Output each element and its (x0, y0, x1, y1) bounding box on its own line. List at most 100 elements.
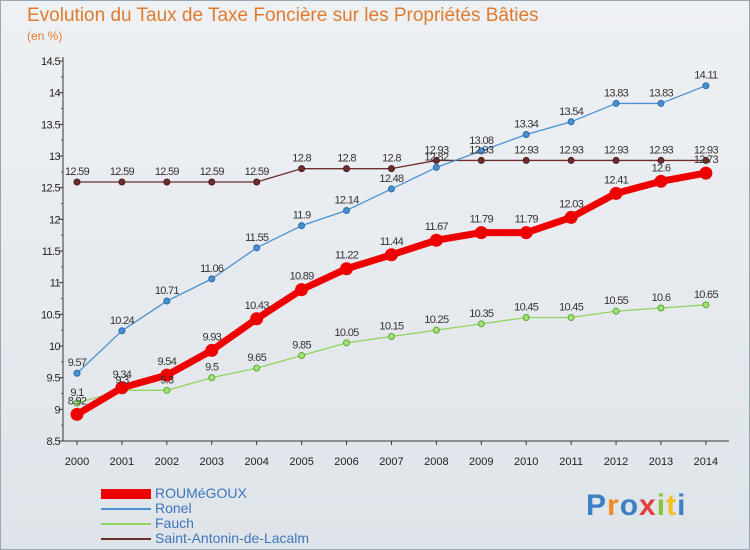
data-label-roum-goux: 11.44 (380, 236, 404, 248)
legend-label-saint-antonin: Saint-Antonin-de-Lacalm (155, 530, 310, 546)
y-tick-label: 9 (54, 404, 60, 416)
data-label-roum-goux: 9.93 (202, 331, 221, 343)
data-point-roum-goux (340, 262, 354, 276)
data-label-ronel: 13.83 (649, 87, 674, 99)
data-point-roum-goux (474, 226, 488, 240)
data-point-ronel (163, 297, 171, 305)
data-point-roum-goux (699, 166, 713, 180)
data-label-saint-antonin-de-lacalm: 12.8 (337, 153, 356, 165)
data-label-saint-antonin-de-lacalm: 12.93 (559, 144, 584, 156)
data-label-fauch: 9.85 (292, 340, 311, 352)
data-point-fauch (612, 307, 620, 315)
data-label-ronel: 9.57 (68, 357, 87, 369)
legend-label-ronel: Ronel (155, 500, 192, 516)
data-point-roum-goux (654, 174, 668, 188)
logo-letter: r (607, 489, 620, 522)
data-label-saint-antonin-de-lacalm: 12.93 (694, 144, 719, 156)
data-point-fauch (163, 386, 171, 394)
data-point-fauch (387, 333, 395, 340)
legend-swatch-saint-antonin (101, 537, 151, 540)
data-label-fauch: 10.6 (652, 292, 671, 304)
data-point-fauch (253, 364, 261, 372)
data-point-saint-antonin-de-lacalm (343, 165, 351, 173)
data-label-fauch: 9.1 (70, 387, 84, 399)
data-label-roum-goux: 10.89 (290, 271, 315, 283)
data-label-fauch: 10.55 (604, 295, 629, 307)
data-label-ronel: 13.54 (559, 106, 584, 118)
data-point-saint-antonin-de-lacalm (208, 178, 216, 186)
x-tick-label: 2005 (289, 456, 313, 468)
data-point-saint-antonin-de-lacalm (432, 156, 440, 164)
y-tick-label: 11.5 (42, 246, 61, 258)
data-label-ronel: 14.11 (694, 70, 718, 82)
data-point-roum-goux (384, 248, 398, 262)
logo-letter: P (586, 489, 608, 522)
y-tick-label: 13.5 (41, 119, 60, 131)
y-tick-label: 13 (49, 151, 61, 163)
data-point-ronel (657, 99, 665, 107)
data-point-saint-antonin-de-lacalm (163, 178, 171, 186)
legend-item-ronel: Ronel (101, 500, 401, 516)
x-tick-label: 2013 (649, 456, 673, 468)
data-point-saint-antonin-de-lacalm (702, 156, 710, 164)
data-point-ronel (567, 118, 575, 126)
x-tick-label: 2009 (469, 456, 493, 468)
data-point-roum-goux (519, 226, 533, 240)
y-tick-label: 8.5 (47, 436, 61, 448)
data-label-saint-antonin-de-lacalm: 12.59 (110, 166, 135, 178)
data-point-roum-goux (160, 368, 174, 382)
legend-item-fauch: Fauch (101, 515, 401, 531)
data-label-saint-antonin-de-lacalm: 12.59 (200, 166, 225, 178)
data-point-saint-antonin-de-lacalm (477, 156, 485, 164)
logo-letter: x (639, 489, 657, 522)
axes: 8.5 9 9.5 10 10.5 11 11.5 12 12.5 13 13.5 14 14.5 200… (41, 56, 729, 468)
series-layer (70, 82, 713, 421)
data-label-saint-antonin-de-lacalm: 12.59 (245, 166, 270, 178)
data-point-roum-goux (564, 210, 578, 224)
data-label-fauch: 9.5 (205, 362, 219, 374)
data-point-ronel (387, 185, 395, 193)
data-label-ronel: 12.48 (379, 173, 404, 185)
data-label-saint-antonin-de-lacalm: 12.93 (424, 144, 449, 156)
data-point-ronel (522, 130, 530, 138)
data-label-ronel: 12.82 (424, 151, 449, 163)
data-point-ronel (298, 222, 306, 230)
data-label-ronel: 13.34 (514, 118, 539, 130)
data-point-ronel (702, 82, 710, 90)
x-tick-label: 2006 (334, 456, 358, 468)
legend: ROUMéGOUX Ronel Fauch Saint-Antonin-de-L… (101, 485, 401, 546)
data-label-ronel: 12.14 (335, 194, 360, 206)
data-label-saint-antonin-de-lacalm: 12.59 (65, 166, 90, 178)
data-label-saint-antonin-de-lacalm: 12.59 (155, 166, 180, 178)
data-label-ronel: 11.06 (200, 263, 224, 275)
data-label-fauch: 10.45 (559, 302, 584, 314)
data-point-fauch (298, 352, 306, 359)
y-tick-label: 9.5 (47, 373, 61, 385)
y-tick-label: 10 (49, 341, 61, 353)
x-tick-label: 2007 (379, 456, 403, 468)
chart-title: Evolution du Taux de Taxe Foncière sur l… (27, 5, 539, 26)
data-label-roum-goux: 11.79 (470, 214, 494, 226)
legend-swatch-fauch (101, 522, 151, 525)
x-tick-label: 2008 (424, 456, 448, 468)
y-tick-label: 10.5 (41, 309, 60, 321)
data-point-saint-antonin-de-lacalm (387, 165, 395, 173)
data-label-ronel: 11.9 (293, 210, 311, 222)
data-point-fauch (657, 304, 665, 312)
data-point-saint-antonin-de-lacalm (657, 156, 665, 164)
proxiti-logo: Proxiti (586, 489, 686, 523)
legend-item-roumegoux: ROUMéGOUX (101, 485, 401, 501)
data-point-ronel (73, 369, 81, 377)
data-point-roum-goux (115, 381, 129, 395)
data-label-fauch: 9.3 (160, 374, 174, 386)
legend-swatch-roumegoux (101, 488, 151, 499)
data-point-roum-goux (205, 343, 219, 357)
data-label-fauch: 10.25 (424, 314, 449, 326)
data-point-saint-antonin-de-lacalm (567, 156, 575, 164)
data-point-saint-antonin-de-lacalm (298, 165, 306, 173)
data-label-fauch: 10.05 (335, 327, 360, 339)
data-point-roum-goux (609, 186, 623, 200)
data-label-saint-antonin-de-lacalm: 12.93 (469, 144, 494, 156)
x-tick-label: 2011 (559, 456, 583, 468)
